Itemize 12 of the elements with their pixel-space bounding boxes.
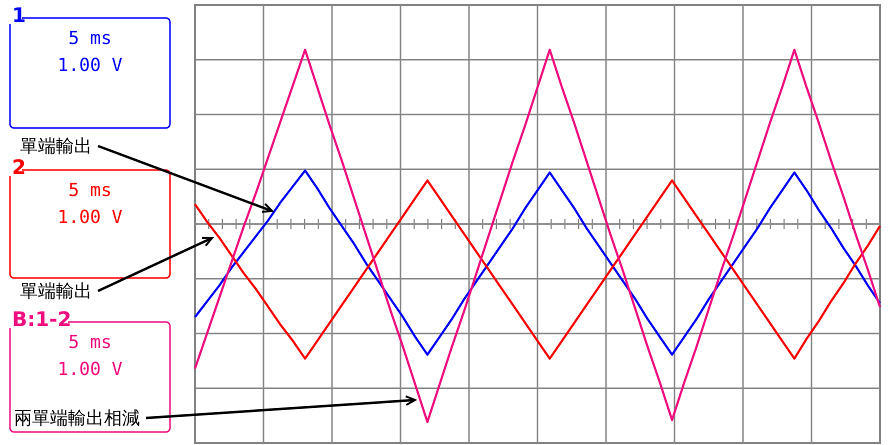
text: 1.00 V <box>57 359 123 380</box>
text: B:1-2 <box>12 307 72 331</box>
text: 5 ms <box>68 332 112 353</box>
text: 1 <box>12 3 26 27</box>
text: 單端輸出 <box>20 281 92 302</box>
text: 5 ms <box>68 28 112 49</box>
text: 單端輸出 <box>20 136 92 157</box>
text: 5 ms <box>68 180 112 201</box>
text: 兩單端輸出相減 <box>14 408 140 429</box>
text: 1.00 V <box>57 207 123 228</box>
text: 1.00 V <box>57 55 123 76</box>
text: 2 <box>12 155 26 179</box>
